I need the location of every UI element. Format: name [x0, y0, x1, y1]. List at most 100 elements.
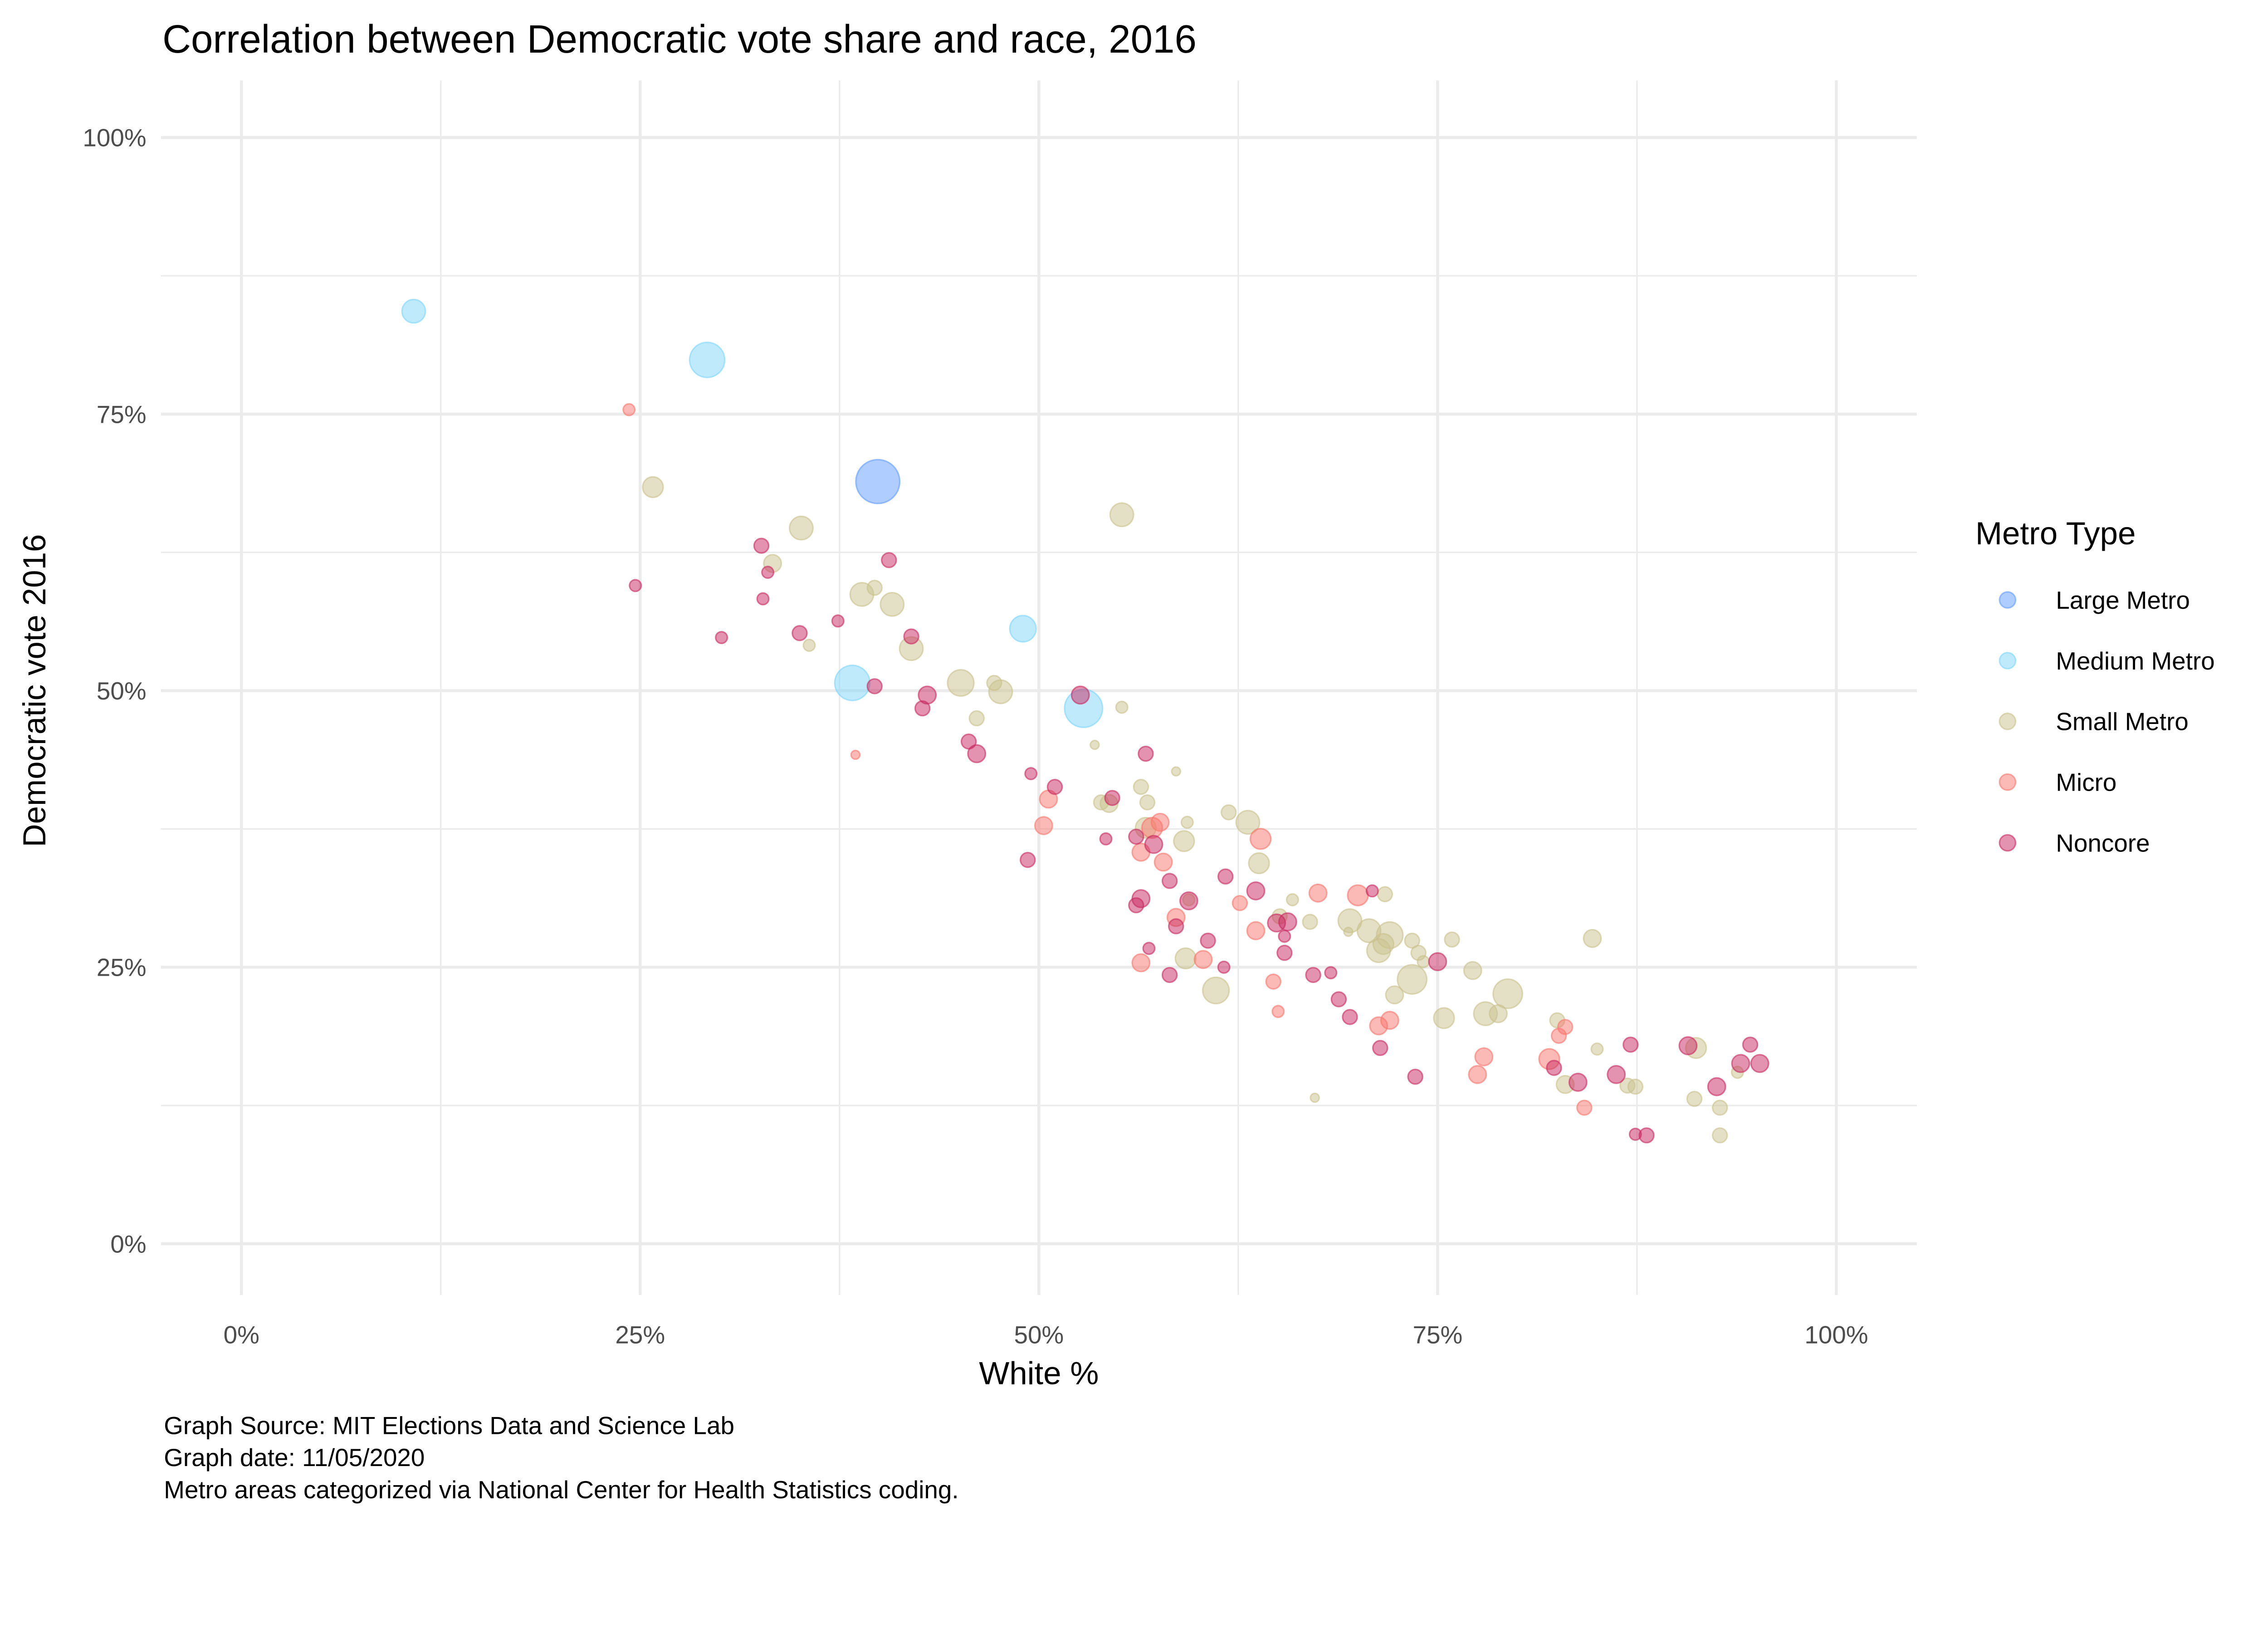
data-point — [1235, 810, 1261, 835]
data-point — [689, 342, 726, 378]
data-point — [881, 552, 897, 568]
y-axis-label: Democratic vote 2016 — [17, 534, 53, 847]
data-point — [1248, 852, 1270, 875]
chart-title: Correlation between Democratic vote shar… — [162, 17, 1197, 61]
data-point — [1330, 991, 1347, 1007]
data-point — [1372, 1040, 1388, 1056]
y-tick-label: 100% — [83, 124, 146, 152]
data-point — [1232, 895, 1248, 911]
data-point — [1576, 1100, 1593, 1116]
data-point — [914, 700, 931, 717]
data-point — [1179, 891, 1198, 910]
legend-item: Small Metro — [1999, 708, 2189, 736]
data-point — [1139, 794, 1156, 811]
data-point — [1607, 1065, 1626, 1084]
legend-item: Noncore — [1999, 829, 2150, 857]
caption-note: Metro areas categorized via National Cen… — [164, 1476, 958, 1504]
data-point — [1131, 953, 1151, 973]
data-point — [1385, 985, 1404, 1005]
data-point — [1271, 1005, 1285, 1018]
data-point — [1377, 886, 1393, 903]
data-point — [1686, 1090, 1703, 1107]
data-point — [1144, 835, 1163, 854]
x-tick-label: 25% — [615, 1320, 665, 1349]
data-point — [1109, 502, 1134, 528]
data-points — [401, 298, 1769, 1144]
data-point — [1217, 868, 1234, 885]
data-point — [753, 538, 770, 554]
data-point — [1583, 929, 1602, 948]
data-point — [1474, 1047, 1494, 1066]
data-point — [1138, 745, 1154, 762]
data-point — [1220, 804, 1237, 821]
data-point — [1347, 884, 1369, 906]
data-point — [1302, 914, 1318, 930]
data-point — [1707, 1077, 1726, 1096]
data-point — [792, 625, 808, 641]
data-point — [802, 639, 816, 652]
data-point — [1468, 1065, 1487, 1084]
data-point — [1128, 828, 1144, 845]
data-point — [968, 710, 985, 727]
data-point — [1627, 1078, 1644, 1095]
data-point — [1324, 966, 1338, 979]
data-point — [831, 614, 845, 628]
series-large-metro — [855, 459, 901, 504]
legend-key-dot — [1999, 834, 2017, 852]
data-point — [1099, 832, 1113, 846]
data-point — [756, 592, 770, 606]
data-point — [1278, 929, 1291, 943]
data-point — [789, 515, 814, 541]
data-point — [1342, 1009, 1358, 1025]
legend-key-dot — [1999, 652, 2017, 670]
data-point — [1590, 1042, 1604, 1056]
data-point — [1154, 852, 1173, 872]
caption-source: Graph Source: MIT Elections Data and Sci… — [164, 1411, 734, 1439]
data-point — [1492, 978, 1523, 1009]
data-point — [1180, 816, 1194, 829]
legend-key-dot — [1999, 712, 2017, 730]
data-point — [629, 579, 642, 592]
data-point — [1407, 1068, 1423, 1085]
x-axis-ticks: 0% 25% 50% 75% 100% — [224, 1320, 1868, 1349]
data-point — [1009, 615, 1037, 643]
data-point — [1305, 967, 1321, 983]
data-point — [1444, 931, 1460, 948]
data-point — [1090, 739, 1100, 750]
data-point — [1678, 1036, 1698, 1056]
legend-key-dot — [1999, 591, 2017, 609]
data-point — [1568, 1072, 1588, 1092]
legend-item: Micro — [1999, 768, 2116, 797]
data-point — [1246, 881, 1266, 900]
data-point — [1246, 921, 1266, 940]
x-tick-label: 75% — [1413, 1320, 1462, 1349]
x-axis-label: White % — [979, 1356, 1099, 1392]
data-point — [1286, 893, 1299, 907]
data-point — [1742, 1037, 1759, 1053]
x-tick-label: 0% — [224, 1320, 259, 1349]
legend-key-dot — [1999, 773, 2017, 791]
data-point — [1024, 767, 1038, 780]
x-tick-label: 50% — [1014, 1320, 1064, 1349]
data-point — [880, 592, 905, 617]
data-point — [1249, 828, 1272, 850]
data-point — [761, 566, 775, 579]
scatter-chart: 0% 25% 50% 75% 100% 0% 25% 50% 75% 100% Correlat… — [17, 17, 2215, 1504]
data-point — [715, 631, 728, 645]
data-point — [1115, 700, 1129, 714]
data-point — [850, 749, 861, 760]
data-point — [1276, 944, 1293, 961]
data-point — [1750, 1054, 1769, 1073]
legend-label: Medium Metro — [2056, 647, 2214, 675]
legend-label: Small Metro — [2056, 708, 2188, 736]
data-point — [1397, 964, 1427, 995]
data-point — [1173, 830, 1195, 852]
data-point — [1463, 961, 1482, 980]
data-point — [1161, 873, 1178, 889]
data-point — [1034, 816, 1053, 836]
data-point — [1141, 816, 1163, 839]
data-point — [1366, 938, 1391, 963]
caption: Graph Source: MIT Elections Data and Sci… — [164, 1411, 958, 1504]
y-axis-ticks: 0% 25% 50% 75% 100% — [83, 124, 146, 1258]
y-tick-label: 0% — [110, 1230, 146, 1258]
